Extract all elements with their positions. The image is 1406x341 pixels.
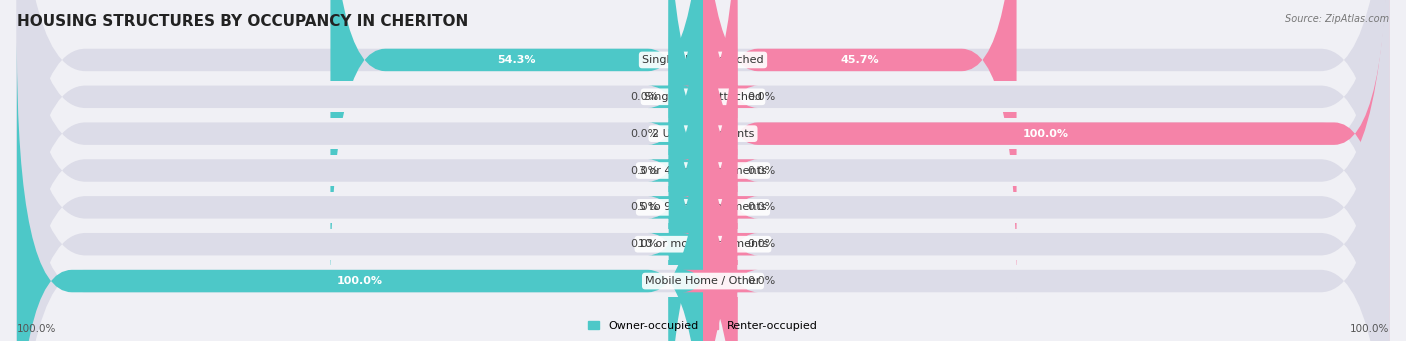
Text: Source: ZipAtlas.com: Source: ZipAtlas.com bbox=[1285, 14, 1389, 24]
Text: HOUSING STRUCTURES BY OCCUPANCY IN CHERITON: HOUSING STRUCTURES BY OCCUPANCY IN CHERI… bbox=[17, 14, 468, 29]
FancyBboxPatch shape bbox=[648, 0, 724, 341]
FancyBboxPatch shape bbox=[703, 0, 1389, 341]
FancyBboxPatch shape bbox=[17, 0, 1389, 341]
FancyBboxPatch shape bbox=[17, 0, 1389, 341]
Text: 0.0%: 0.0% bbox=[630, 202, 658, 212]
Text: Single Unit, Attached: Single Unit, Attached bbox=[644, 92, 762, 102]
FancyBboxPatch shape bbox=[682, 0, 758, 336]
Text: 0.0%: 0.0% bbox=[748, 202, 776, 212]
FancyBboxPatch shape bbox=[17, 43, 703, 341]
Text: Single Unit, Detached: Single Unit, Detached bbox=[643, 55, 763, 65]
Text: 45.7%: 45.7% bbox=[841, 55, 879, 65]
Text: 2 Unit Apartments: 2 Unit Apartments bbox=[652, 129, 754, 139]
Text: 0.0%: 0.0% bbox=[630, 165, 658, 176]
FancyBboxPatch shape bbox=[703, 0, 1017, 298]
Legend: Owner-occupied, Renter-occupied: Owner-occupied, Renter-occupied bbox=[583, 316, 823, 336]
Text: 0.0%: 0.0% bbox=[630, 239, 658, 249]
Text: 10 or more Apartments: 10 or more Apartments bbox=[638, 239, 768, 249]
FancyBboxPatch shape bbox=[648, 0, 724, 336]
Text: 100.0%: 100.0% bbox=[337, 276, 382, 286]
FancyBboxPatch shape bbox=[648, 5, 724, 341]
FancyBboxPatch shape bbox=[682, 0, 758, 341]
FancyBboxPatch shape bbox=[17, 0, 1389, 341]
FancyBboxPatch shape bbox=[17, 0, 1389, 341]
FancyBboxPatch shape bbox=[17, 0, 1389, 341]
Text: 0.0%: 0.0% bbox=[748, 276, 776, 286]
Text: 54.3%: 54.3% bbox=[498, 55, 536, 65]
Text: Mobile Home / Other: Mobile Home / Other bbox=[645, 276, 761, 286]
FancyBboxPatch shape bbox=[648, 0, 724, 341]
FancyBboxPatch shape bbox=[330, 0, 703, 298]
Text: 100.0%: 100.0% bbox=[1350, 324, 1389, 334]
Text: 5 to 9 Unit Apartments: 5 to 9 Unit Apartments bbox=[640, 202, 766, 212]
Text: 0.0%: 0.0% bbox=[748, 92, 776, 102]
Text: 0.0%: 0.0% bbox=[630, 129, 658, 139]
Text: 3 or 4 Unit Apartments: 3 or 4 Unit Apartments bbox=[640, 165, 766, 176]
FancyBboxPatch shape bbox=[682, 43, 758, 341]
Text: 0.0%: 0.0% bbox=[748, 165, 776, 176]
FancyBboxPatch shape bbox=[17, 0, 1389, 341]
Text: 100.0%: 100.0% bbox=[17, 324, 56, 334]
FancyBboxPatch shape bbox=[648, 0, 724, 341]
FancyBboxPatch shape bbox=[682, 5, 758, 341]
Text: 100.0%: 100.0% bbox=[1024, 129, 1069, 139]
Text: 0.0%: 0.0% bbox=[748, 239, 776, 249]
FancyBboxPatch shape bbox=[17, 0, 1389, 341]
Text: 0.0%: 0.0% bbox=[630, 92, 658, 102]
FancyBboxPatch shape bbox=[682, 0, 758, 341]
